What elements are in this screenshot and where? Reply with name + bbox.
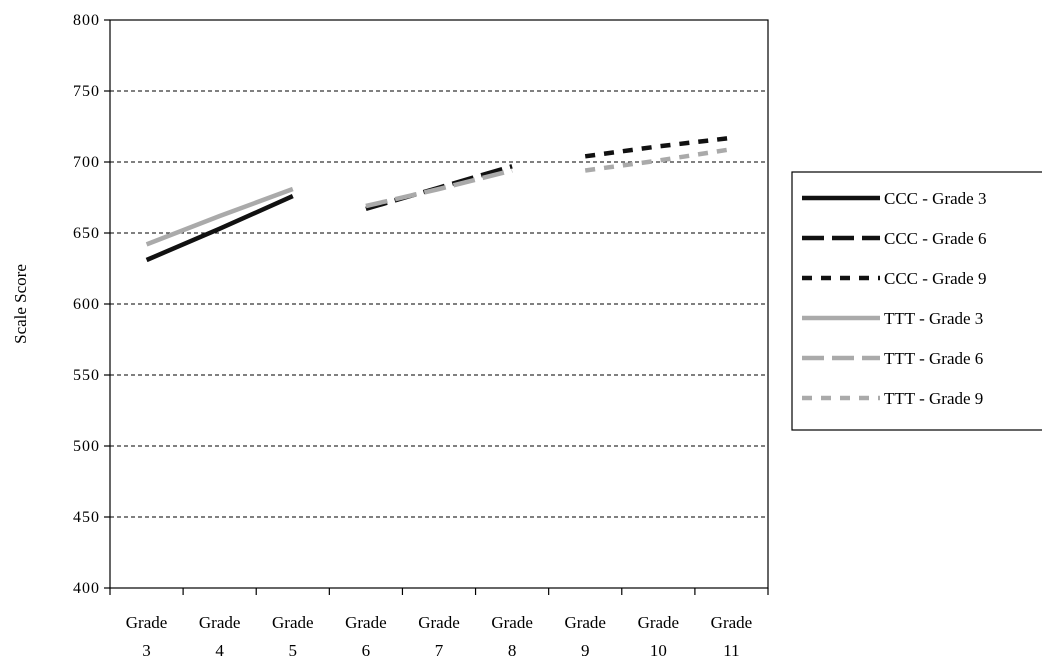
x-tick-label: 3: [142, 641, 151, 660]
legend: CCC - Grade 3 CCC - Grade 6 CCC - Grade 9 T…: [791, 171, 1042, 431]
legend-label: TTT - Grade 6: [884, 349, 983, 368]
legend-label: CCC - Grade 6: [884, 229, 986, 248]
series-line: [145, 186, 294, 247]
y-tick-label: 600: [73, 296, 100, 313]
x-tick-label: 7: [435, 641, 444, 660]
y-tick-label: 500: [73, 438, 100, 455]
x-tick-label: Grade: [345, 613, 387, 632]
series-line: [365, 168, 513, 209]
x-tick-label: Grade: [272, 613, 314, 632]
grid: [110, 90, 768, 518]
series-line: [145, 194, 294, 263]
x-tick-label: 8: [508, 641, 517, 660]
y-tick-label: 700: [73, 154, 100, 171]
x-tick-label: 10: [650, 641, 667, 660]
y-tick-label: 650: [73, 225, 100, 242]
y-tick-label: 750: [73, 83, 100, 100]
y-tick-label: 550: [73, 367, 100, 384]
x-tick-label: Grade: [711, 613, 753, 632]
x-tick-label: 6: [362, 641, 371, 660]
x-tick-label: Grade: [638, 613, 680, 632]
legend-box: [791, 171, 1042, 431]
y-tick-label: 450: [73, 509, 100, 526]
legend-label: CCC - Grade 3: [884, 189, 986, 208]
x-tick-label: 9: [581, 641, 590, 660]
y-axis-label: Scale Score: [11, 264, 30, 344]
series-lines: [145, 135, 732, 263]
legend-label: CCC - Grade 9: [884, 269, 986, 288]
x-tick-label: Grade: [491, 613, 533, 632]
x-tick-label: Grade: [564, 613, 606, 632]
y-tick-label: 400: [73, 580, 100, 597]
x-tick-label: Grade: [199, 613, 241, 632]
x-tick-label: Grade: [126, 613, 168, 632]
legend-label: TTT - Grade 9: [884, 389, 983, 408]
x-tick-label: 5: [289, 641, 298, 660]
x-tick-label: Grade: [418, 613, 460, 632]
series-line: [584, 135, 732, 159]
y-tick-label: 800: [73, 12, 100, 29]
series-line: [584, 146, 732, 173]
x-tick-label: 4: [215, 641, 224, 660]
axes: 400 450 500 550 600 650 700 750 800 Grade 3 Grade 4 G…: [73, 12, 769, 660]
x-tick-label: 11: [723, 641, 739, 660]
legend-label: TTT - Grade 3: [884, 309, 983, 328]
